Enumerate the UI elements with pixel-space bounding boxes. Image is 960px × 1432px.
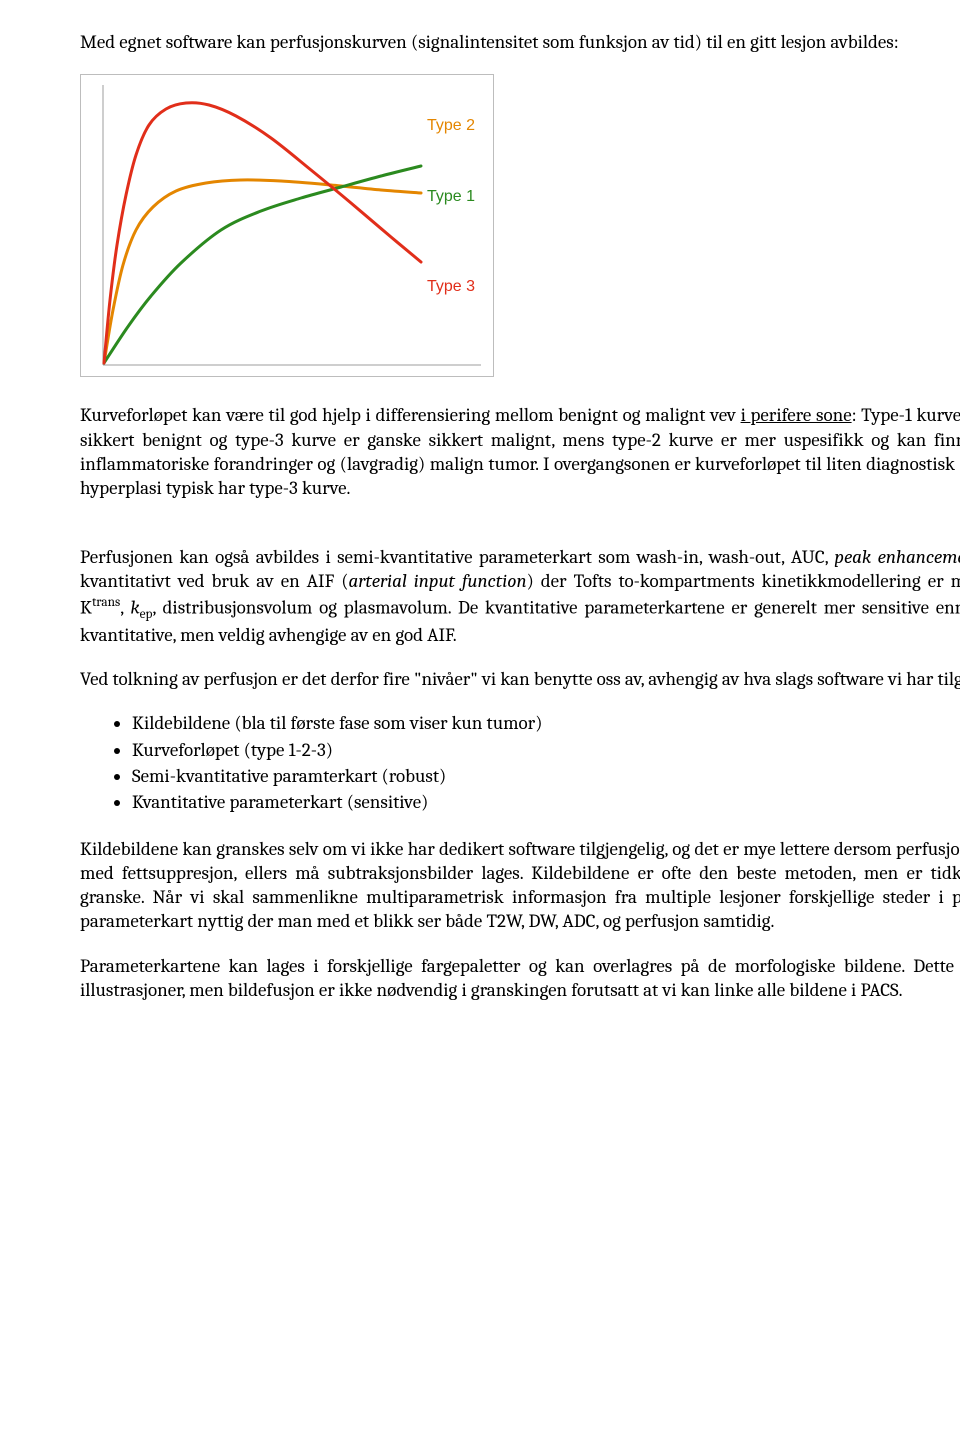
intro-paragraph: Med egnet software kan perfusjonskurven …: [80, 30, 960, 54]
type1-curve: [104, 166, 421, 363]
perfusion-chart: Type 1 Type 2 Type 3: [80, 74, 960, 377]
curve-explain-paragraph: Kurveforløpet kan være til god hjelp i d…: [80, 403, 960, 500]
list-item: Kurveforløpet (type 1-2-3): [132, 738, 960, 762]
type2-curve: [104, 180, 421, 363]
type3-curve: [104, 103, 421, 363]
type2-label: Type 2: [427, 117, 475, 134]
levels-intro-paragraph: Ved tolkning av perfusjon er det derfor …: [80, 667, 960, 691]
palette-paragraph: Parameterkartene kan lages i forskjellig…: [80, 954, 960, 1003]
levels-list: Kildebildene (bla til første fase som vi…: [132, 711, 960, 814]
parameter-maps-paragraph: Perfusjonen kan også avbildes i semi-kva…: [80, 545, 960, 647]
list-item: Kvantitative parameterkart (sensitive): [132, 790, 960, 814]
list-item: Kildebildene (bla til første fase som vi…: [132, 711, 960, 735]
type1-label: Type 1: [427, 188, 475, 205]
type3-label: Type 3: [427, 278, 475, 295]
source-images-paragraph: Kildebildene kan granskes selv om vi ikk…: [80, 837, 960, 934]
list-item: Semi-kvantitative paramterkart (robust): [132, 764, 960, 788]
